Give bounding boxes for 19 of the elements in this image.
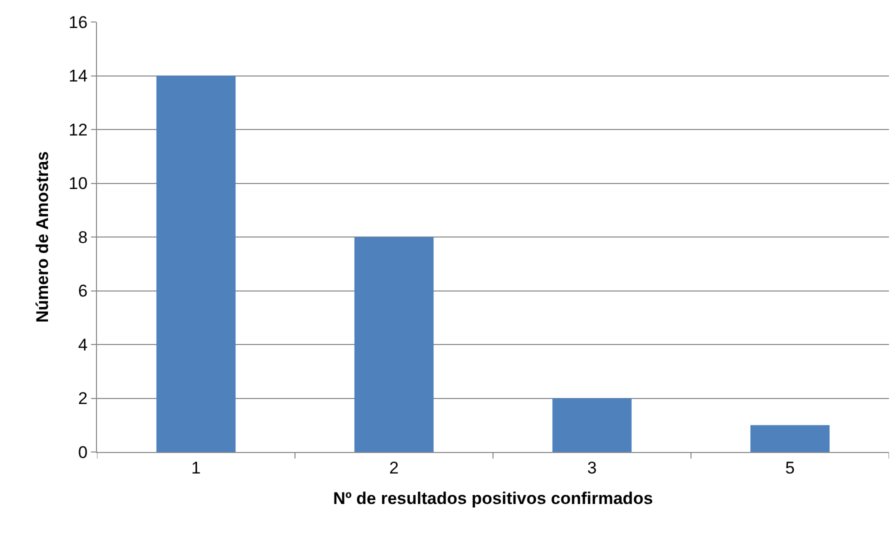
bar: [552, 398, 632, 452]
y-tick-label: 8: [78, 228, 88, 247]
x-tick-label: 3: [587, 458, 597, 478]
x-tick-label: 2: [389, 458, 399, 478]
y-tick-label: 12: [68, 120, 88, 140]
x-axis-title: Nº de resultados positivos confirmados: [333, 488, 653, 508]
y-tick-label: 2: [78, 389, 88, 408]
y-tick-label: 0: [78, 442, 88, 462]
y-tick-label: 6: [78, 282, 88, 301]
x-tick-label: 1: [191, 458, 201, 478]
bar: [156, 76, 236, 452]
y-tick-label: 16: [68, 12, 88, 32]
y-tick-label: 14: [68, 66, 88, 86]
y-tick-label: 10: [68, 174, 88, 194]
y-tick-label: 4: [78, 335, 88, 354]
x-tick-label: 5: [785, 458, 795, 478]
bar: [354, 237, 434, 452]
y-axis-title: Número de Amostras: [33, 151, 52, 323]
bar: [750, 425, 830, 452]
